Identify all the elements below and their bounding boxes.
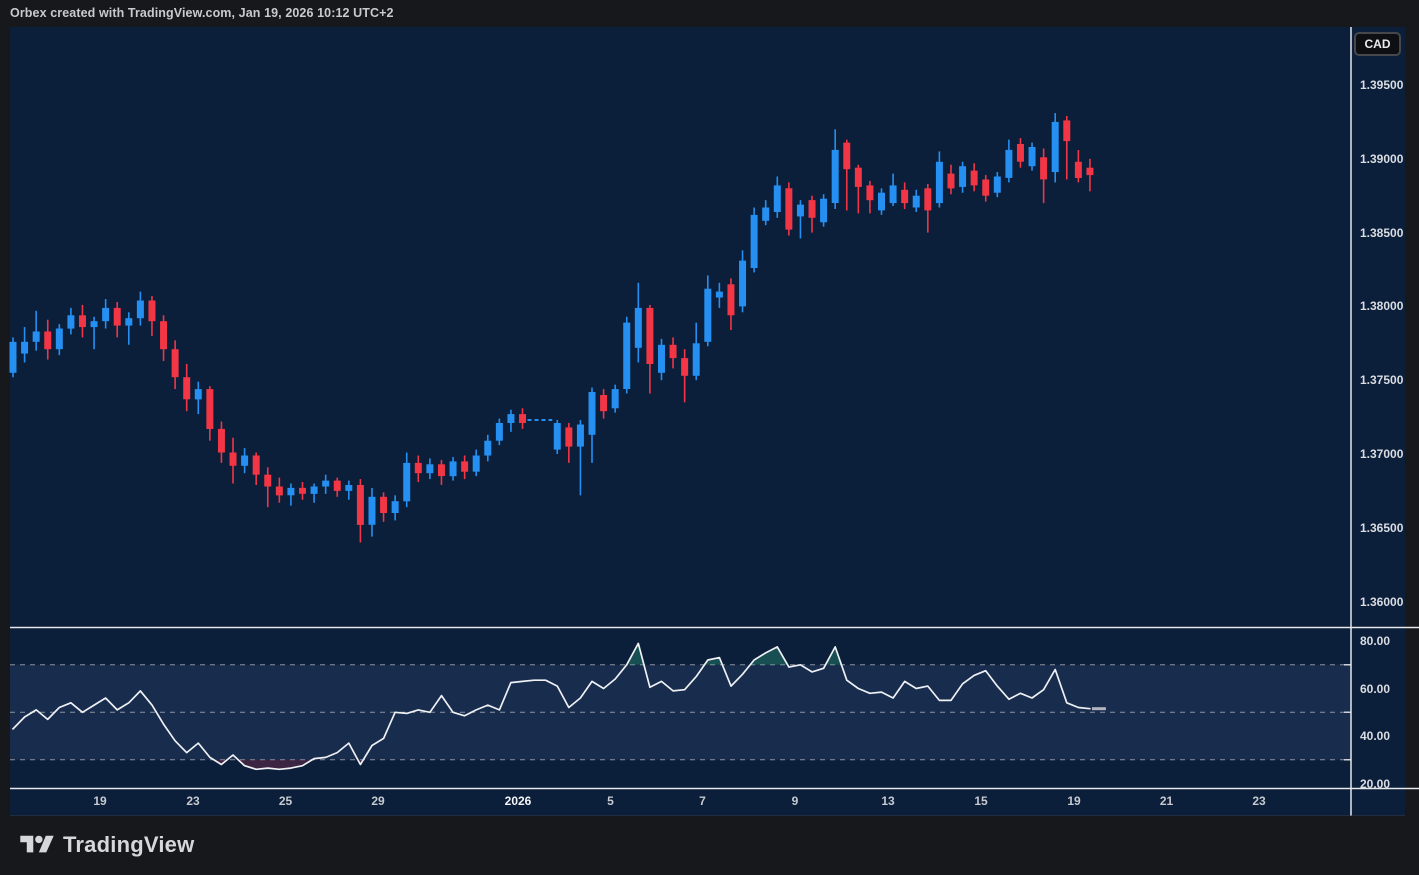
time-axis-label: 29 [371, 794, 385, 808]
time-axis-label: 23 [1252, 794, 1266, 808]
candles-layer [9, 113, 1094, 543]
time-axis-label: 15 [974, 794, 988, 808]
price-axis-label: 1.39000 [1360, 151, 1404, 166]
rsi-axis-label: 20.00 [1360, 776, 1391, 791]
price-axis-label: 1.38500 [1360, 225, 1404, 240]
attribution-text: Orbex created with TradingView.com, Jan … [10, 6, 394, 20]
price-axis-label: 1.37000 [1360, 447, 1404, 461]
time-axis-label: 9 [791, 794, 799, 808]
time-axis-label: 2026 [504, 794, 532, 808]
pane-background [10, 27, 1405, 816]
tradingview-logo[interactable]: TradingView [20, 831, 194, 859]
price-axis-label: 1.37500 [1360, 373, 1404, 388]
time-axis-label: 5 [607, 794, 614, 808]
footer-bar: TradingView [0, 816, 1419, 875]
rsi-overbought-fill [704, 657, 723, 665]
rsi-line [12, 642, 1091, 771]
time-axis-label: 19 [93, 794, 107, 808]
rsi-overbought-fill [750, 646, 788, 665]
rsi-axis-label: 40.00 [1360, 729, 1391, 743]
price-axis-label: 1.36500 [1360, 520, 1404, 535]
time-axis-label: 21 [1159, 794, 1174, 808]
price-axis-label: 1.36000 [1360, 594, 1404, 609]
time-axis-label: 13 [881, 794, 895, 808]
rsi-axis-label: 80.00 [1360, 634, 1391, 648]
time-axis-label: 25 [278, 794, 293, 808]
price-axis[interactable]: 1.39500 1.39000 1.38500 1.38000 1.37500 1.370… [1360, 0, 1419, 816]
price-axis-label: 1.39500 [1360, 78, 1404, 92]
time-axis-label: 19 [1067, 794, 1081, 808]
time-axis-label: 23 [186, 794, 200, 808]
rsi-axis-label: 60.00 [1360, 681, 1391, 696]
rsi-overbought-fill [825, 646, 842, 665]
price-axis-label: 1.38000 [1360, 299, 1404, 314]
time-axis[interactable]: 19 23 25 29 2026 5 7 9 13 15 19 21 23 [0, 793, 1419, 815]
currency-badge[interactable]: CAD [1354, 32, 1401, 56]
tradingview-logo-icon [20, 832, 54, 858]
top-attribution-bar: Orbex created with TradingView.com, Jan … [0, 0, 1419, 27]
time-axis-label: 7 [699, 794, 706, 808]
brand-text: TradingView [63, 832, 195, 857]
